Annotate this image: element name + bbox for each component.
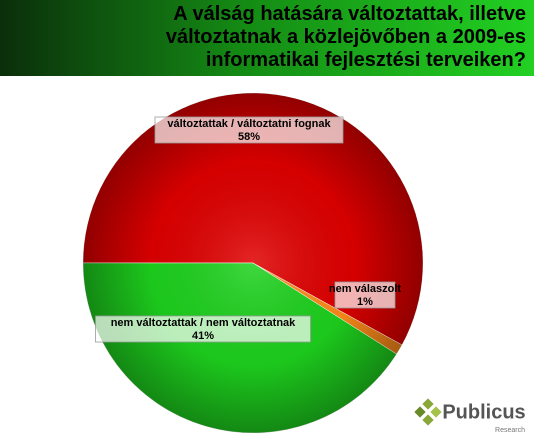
category-label: változtattak / változtatni fognak [167, 118, 331, 130]
label-box [154, 116, 344, 144]
chart-title: A válság hatására változtattak, illetve … [165, 3, 526, 71]
value-label: 1% [357, 296, 373, 308]
label-box [334, 281, 396, 309]
slice-shade [253, 263, 402, 355]
logo: Publicus Research [414, 398, 526, 434]
category-label: nem változtattak / nem változtatnak [111, 317, 296, 329]
slice-shade [82, 263, 397, 433]
category-label: nem válaszolt [329, 283, 401, 295]
logo-name: Publicus [442, 401, 525, 423]
value-label: 41% [192, 330, 214, 342]
logo-tagline: Research [495, 427, 525, 434]
label-box [95, 315, 311, 343]
title-bar: A válság hatására változtattak, illetve … [0, 0, 534, 76]
value-label: 58% [238, 131, 260, 143]
